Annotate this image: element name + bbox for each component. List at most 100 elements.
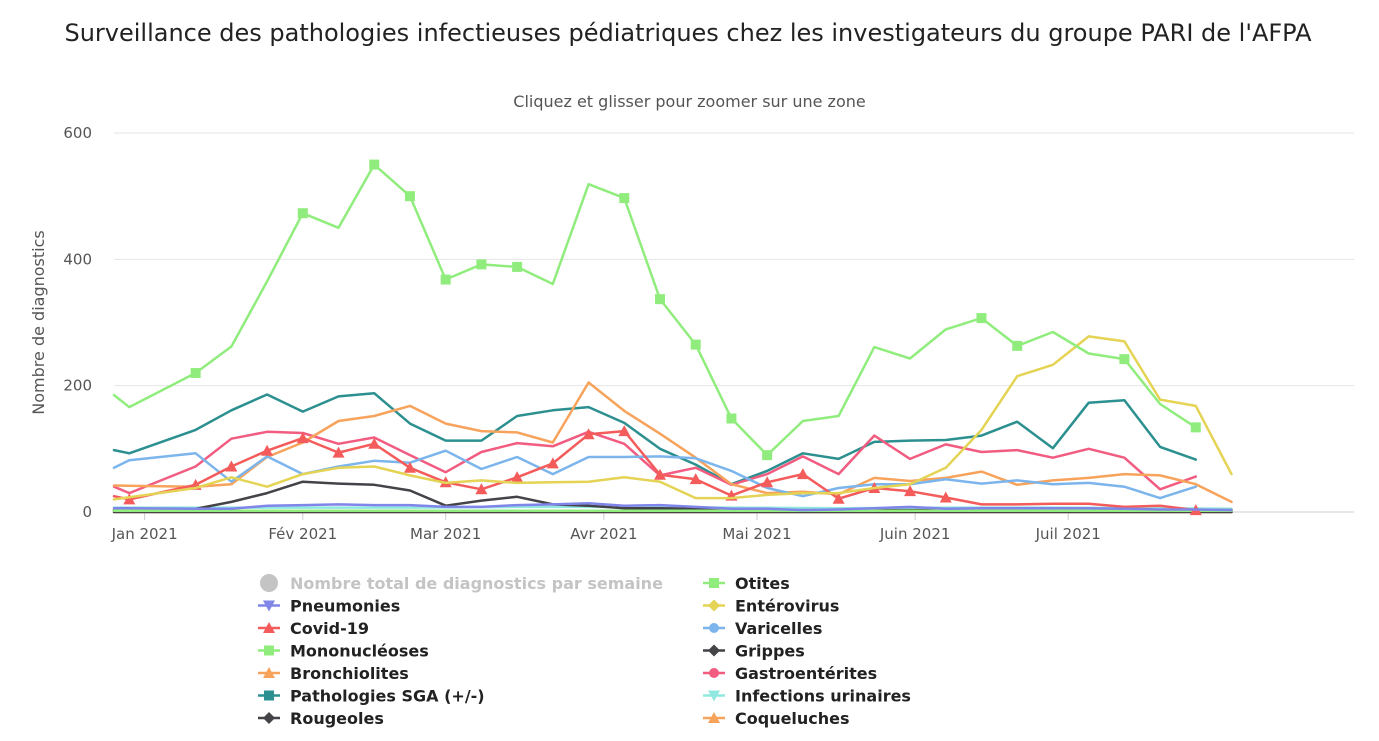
data-point[interactable]	[511, 471, 524, 483]
data-point[interactable]	[1119, 354, 1130, 365]
legend-marker	[264, 645, 274, 656]
data-point[interactable]	[546, 457, 559, 469]
data-point[interactable]	[440, 274, 451, 285]
legend-marker	[260, 574, 278, 592]
x-axis: Jan 2021 Fév 2021 Mar 2021 Avr 2021 Mai 2021…	[111, 512, 1101, 543]
data-point[interactable]	[904, 485, 917, 497]
legend-label: Grippes	[735, 642, 805, 661]
y-axis: 0 200 400 600 Nombre de diagnostics	[29, 124, 92, 521]
series-pathologies-sga[interactable]	[112, 391, 1198, 486]
y-axis-title: Nombre de diagnostics	[29, 230, 48, 414]
legend-label: Coqueluches	[735, 709, 850, 728]
legend-label: Rougeoles	[290, 709, 384, 728]
series-line[interactable]	[112, 335, 1233, 501]
legend-marker	[708, 644, 720, 657]
legend-label: Gastroentérites	[735, 664, 877, 683]
series-covid-19[interactable]	[112, 425, 1202, 516]
data-point[interactable]	[939, 491, 952, 503]
data-point[interactable]	[689, 473, 702, 485]
x-tick-label: Avr 2021	[570, 525, 637, 543]
data-point[interactable]	[475, 483, 488, 495]
x-tick-label: Jan 2021	[111, 525, 178, 543]
data-point[interactable]	[296, 432, 309, 444]
data-point[interactable]	[404, 191, 415, 202]
legend-item-varicelles[interactable]: Varicelles	[703, 619, 822, 638]
data-point[interactable]	[796, 468, 809, 480]
series-enterovirus[interactable]	[112, 335, 1233, 501]
data-point[interactable]	[654, 468, 667, 480]
data-point[interactable]	[582, 428, 595, 440]
legend-marker	[709, 668, 719, 678]
chart-title: Surveillance des pathologies infectieuse…	[64, 19, 1312, 47]
data-point[interactable]	[476, 259, 487, 270]
legend-item-grippes[interactable]: Grippes	[703, 642, 805, 661]
legend-marker	[263, 600, 275, 612]
y-tick-label: 400	[63, 250, 92, 268]
data-point[interactable]	[832, 492, 845, 504]
data-point[interactable]	[403, 461, 416, 473]
data-point[interactable]	[368, 437, 381, 449]
chart-subtitle: Cliquez et glisser pour zoomer sur une z…	[513, 92, 866, 111]
legend: Nombre total de diagnostics par semaine O…	[258, 574, 911, 728]
legend-item-pneumonies[interactable]: Pneumonies	[258, 597, 400, 616]
data-point[interactable]	[619, 193, 630, 204]
data-point[interactable]	[261, 444, 274, 456]
legend-label: Bronchiolites	[290, 664, 409, 683]
legend-item-pathologies-sga[interactable]: Pathologies SGA (+/-)	[258, 687, 485, 706]
data-point[interactable]	[726, 413, 737, 424]
legend-marker	[263, 622, 275, 633]
data-point[interactable]	[190, 368, 201, 379]
x-tick-label: Fév 2021	[268, 525, 337, 543]
data-point[interactable]	[297, 208, 308, 219]
legend-item-coqueluches[interactable]: Coqueluches	[703, 709, 850, 728]
data-point[interactable]	[618, 425, 631, 437]
data-point[interactable]	[123, 493, 136, 505]
plot-area[interactable]	[112, 159, 1233, 516]
legend-item-otites[interactable]: Otites	[703, 574, 790, 593]
legend-item-mononucleoses[interactable]: Mononucléoses	[258, 642, 429, 661]
legend-label: Entérovirus	[735, 597, 839, 616]
legend-item-nombre-total-de-diagnostics-par-semaine[interactable]: Nombre total de diagnostics par semaine	[260, 574, 663, 593]
legend-label: Mononucléoses	[290, 642, 429, 661]
data-point[interactable]	[690, 339, 701, 350]
data-point[interactable]	[369, 159, 380, 170]
series-line[interactable]	[112, 501, 1233, 512]
data-point[interactable]	[655, 294, 666, 305]
series-otites[interactable]	[112, 159, 1201, 461]
data-point[interactable]	[761, 476, 774, 488]
series-line[interactable]	[112, 391, 1198, 486]
legend-marker	[708, 690, 720, 702]
data-point[interactable]	[332, 446, 345, 458]
legend-label: Infections urinaires	[735, 687, 911, 706]
grid-lines	[114, 132, 1354, 513]
x-tick-label: Juil 2021	[1035, 525, 1101, 543]
x-tick-label: Mai 2021	[722, 525, 791, 543]
legend-label: Covid-19	[290, 619, 369, 638]
legend-marker	[708, 712, 720, 723]
legend-item-bronchiolites[interactable]: Bronchiolites	[258, 664, 409, 683]
x-tick-label: Mar 2021	[410, 525, 481, 543]
legend-item-covid-19[interactable]: Covid-19	[258, 619, 369, 638]
legend-marker	[708, 599, 720, 612]
legend-label: Nombre total de diagnostics par semaine	[290, 574, 663, 593]
series-line[interactable]	[112, 163, 1198, 457]
data-point[interactable]	[976, 313, 987, 324]
data-point[interactable]	[225, 460, 238, 472]
y-tick-label: 600	[63, 124, 92, 142]
legend-label: Pathologies SGA (+/-)	[290, 687, 485, 706]
legend-item-enterovirus[interactable]: Entérovirus	[703, 597, 839, 616]
x-tick-label: Juin 2021	[879, 525, 951, 543]
legend-label: Otites	[735, 574, 790, 593]
data-point[interactable]	[512, 261, 523, 272]
legend-label: Varicelles	[735, 619, 822, 638]
data-point[interactable]	[1012, 340, 1023, 351]
legend-marker	[263, 712, 275, 724]
series-pneumonies[interactable]	[112, 501, 1233, 512]
legend-label: Pneumonies	[290, 597, 400, 616]
legend-item-gastroenterites[interactable]: Gastroentérites	[703, 664, 877, 683]
data-point[interactable]	[762, 450, 773, 461]
data-point[interactable]	[1190, 422, 1201, 433]
legend-item-rougeoles[interactable]: Rougeoles	[258, 709, 384, 728]
legend-item-infections-urinaires[interactable]: Infections urinaires	[703, 687, 911, 706]
